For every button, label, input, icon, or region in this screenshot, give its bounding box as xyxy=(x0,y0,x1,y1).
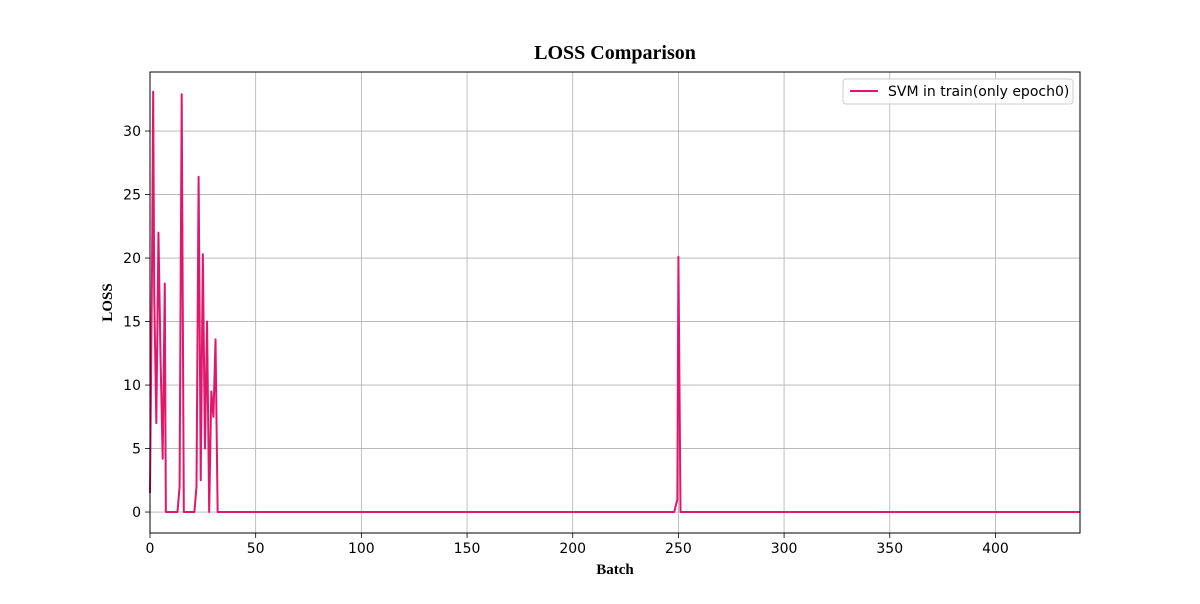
y-tick-label: 15 xyxy=(123,315,141,331)
legend-entry-label: SVM in train(only epoch0) xyxy=(888,84,1069,100)
ticks-layer: 0 50 100 150 200 250 300 350 400 0 5 10 15 20 25 30 xyxy=(123,124,1009,557)
series-layer xyxy=(149,90,1080,514)
x-tick-label: 200 xyxy=(559,541,586,557)
x-tick-label: 0 xyxy=(146,541,155,557)
x-tick-label: 50 xyxy=(247,541,265,557)
legend: SVM in train(only epoch0) xyxy=(842,78,1074,105)
y-tick-label: 20 xyxy=(123,251,141,267)
grid-layer xyxy=(149,72,1080,533)
series-line xyxy=(149,90,1080,514)
y-axis-label: LOSS xyxy=(100,283,116,321)
legend-box xyxy=(842,78,1074,105)
y-tick-label: 30 xyxy=(123,124,141,140)
x-tick-label: 150 xyxy=(454,541,481,557)
x-tick-label: 350 xyxy=(876,541,903,557)
y-tick-label: 0 xyxy=(132,505,141,521)
x-tick-label: 250 xyxy=(665,541,692,557)
chart-title: LOSS Comparison xyxy=(534,42,696,64)
x-tick-label: 400 xyxy=(982,541,1009,557)
x-tick-label: 100 xyxy=(348,541,375,557)
x-tick-label: 300 xyxy=(771,541,798,557)
axes-frame xyxy=(149,71,1081,534)
y-tick-label: 5 xyxy=(132,442,141,458)
y-tick-label: 10 xyxy=(123,378,141,394)
y-tick-label: 25 xyxy=(123,188,141,204)
x-axis-label: Batch xyxy=(596,562,634,578)
